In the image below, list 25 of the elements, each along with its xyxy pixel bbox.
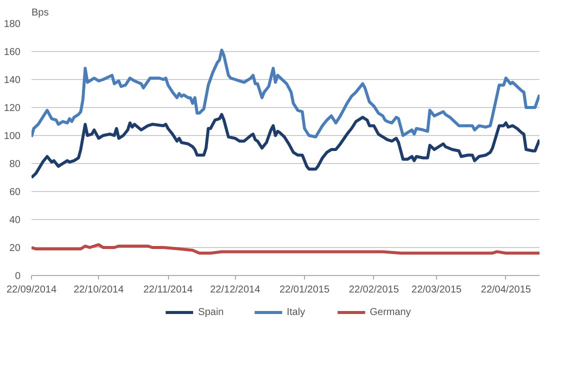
y-tick-label: 140 <box>4 75 21 86</box>
x-tick-label: 22/02/2015 <box>348 284 400 296</box>
x-tick-label: 22/12/2014 <box>210 284 261 296</box>
y-tick-label: 20 <box>9 243 21 254</box>
y-tick-label: 120 <box>4 103 21 114</box>
legend-label: Spain <box>198 306 224 318</box>
y-tick-label: 160 <box>4 47 21 58</box>
line-series <box>32 48 540 138</box>
line-series <box>32 243 540 255</box>
y-axis-title: Bps <box>32 8 49 18</box>
y-tick-label: 40 <box>9 215 21 226</box>
legend-label: Italy <box>286 306 306 318</box>
line-series <box>32 113 540 179</box>
x-tick-label: 22/04/2015 <box>480 284 532 296</box>
x-tick-label: 22/03/2015 <box>412 284 462 296</box>
y-tick-label: 0 <box>14 271 21 282</box>
x-tick-label: 22/01/2015 <box>280 284 330 296</box>
x-tick-label: 22/11/2014 <box>143 284 194 296</box>
x-tick-label: 22/10/2014 <box>74 284 124 296</box>
y-tick-label: 100 <box>4 131 21 142</box>
legend-label: Germany <box>370 306 411 318</box>
y-tick-label: 80 <box>9 159 21 170</box>
x-tick-label: 22/09/2014 <box>6 284 57 296</box>
y-tick-label: 180 <box>4 19 21 30</box>
y-tick-label: 60 <box>9 187 21 198</box>
